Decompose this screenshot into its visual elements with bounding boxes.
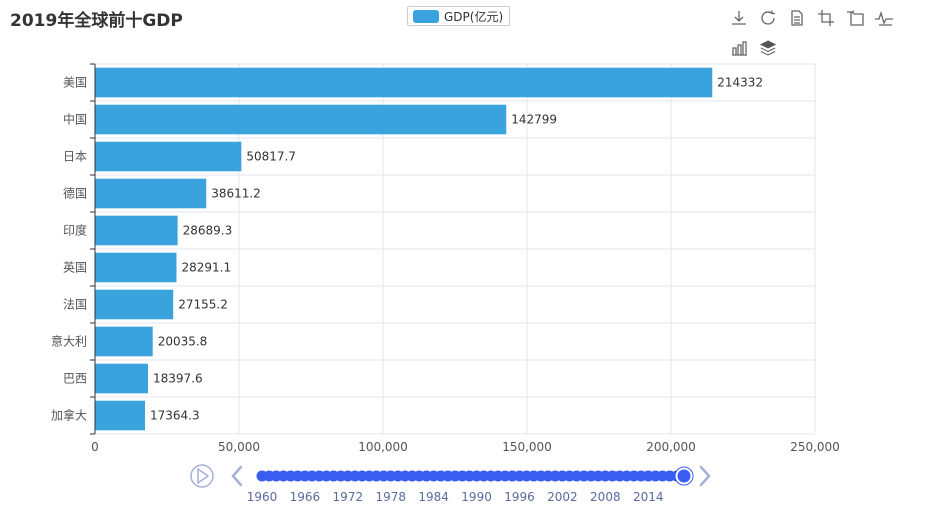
next-button[interactable] <box>699 465 711 487</box>
bar-value-label: 17364.3 <box>150 409 200 423</box>
timeline-label[interactable]: 1972 <box>333 490 364 504</box>
timeline-label[interactable]: 2014 <box>633 490 664 504</box>
bar-value-label: 214332 <box>717 76 763 90</box>
x-tick-label: 50,000 <box>218 440 260 454</box>
bar[interactable] <box>95 289 174 320</box>
stack-icon[interactable] <box>758 38 778 58</box>
bar[interactable] <box>95 141 242 172</box>
refresh-icon[interactable] <box>758 8 778 28</box>
x-tick-label: 0 <box>91 440 99 454</box>
bar-chart-icon[interactable] <box>729 38 749 58</box>
x-tick-label: 250,000 <box>790 440 840 454</box>
y-tick-label: 英国 <box>63 261 87 275</box>
prev-button[interactable] <box>231 465 243 487</box>
bar[interactable] <box>95 326 153 357</box>
y-tick-label: 日本 <box>63 150 87 164</box>
bar[interactable] <box>95 252 177 283</box>
y-tick-label: 加拿大 <box>51 408 87 423</box>
y-tick-label: 中国 <box>63 112 87 127</box>
bar-value-label: 38611.2 <box>211 187 261 201</box>
legend-label: GDP(亿元) <box>444 9 504 24</box>
download-icon[interactable] <box>729 8 749 28</box>
timeline-label[interactable]: 1960 <box>247 490 278 504</box>
bar[interactable] <box>95 363 148 394</box>
line-chart-icon[interactable] <box>874 8 894 28</box>
y-tick-label: 巴西 <box>63 372 87 386</box>
timeline-label[interactable]: 2002 <box>547 490 578 504</box>
y-tick-label: 德国 <box>63 186 87 201</box>
chart-title: 2019年全球前十GDP <box>10 11 183 31</box>
timeline-label[interactable]: 1984 <box>418 490 449 504</box>
timeline-current-handle[interactable] <box>675 467 693 485</box>
timeline-label[interactable]: 1978 <box>375 490 406 504</box>
timeline-label[interactable]: 2008 <box>590 490 621 504</box>
bar-value-label: 27155.2 <box>178 298 228 312</box>
play-button-circle <box>190 464 214 488</box>
bar-series: 214332 142799 50817.7 38611.2 28689.3 28291.1… <box>95 67 763 431</box>
x-tick-label: 200,000 <box>646 440 696 454</box>
zoom-reset-icon[interactable] <box>845 8 865 28</box>
y-tick-label: 法国 <box>63 298 87 312</box>
timeline-label[interactable]: 1996 <box>504 490 535 504</box>
timeline-label[interactable]: 1990 <box>461 490 492 504</box>
legend-swatch <box>413 9 439 23</box>
bar-value-label: 18397.6 <box>153 372 203 386</box>
legend-item-gdp[interactable]: GDP(亿元) <box>407 6 511 26</box>
bar[interactable] <box>95 67 713 98</box>
play-button[interactable] <box>190 464 214 488</box>
zoom-icon[interactable] <box>816 8 836 28</box>
bar[interactable] <box>95 400 146 431</box>
bar-value-label: 20035.8 <box>158 335 208 349</box>
data-view-icon[interactable] <box>787 8 807 28</box>
grid-lines <box>95 63 816 435</box>
timeline-current-ring <box>674 466 694 486</box>
bar[interactable] <box>95 104 507 135</box>
bar-value-label: 142799 <box>511 113 557 127</box>
bar-value-label: 50817.7 <box>246 150 296 164</box>
timeline: 1960 1966 1972 1978 1984 1990 1996 2002 2008 2014 <box>190 464 711 504</box>
y-tick-label: 美国 <box>63 76 87 90</box>
bar[interactable] <box>95 178 207 209</box>
y-tick-label: 印度 <box>63 223 87 238</box>
bar-value-label: 28689.3 <box>183 224 233 238</box>
bar[interactable] <box>95 215 178 246</box>
x-tick-label: 100,000 <box>358 440 408 454</box>
bar-value-label: 28291.1 <box>181 261 231 275</box>
timeline-label[interactable]: 1966 <box>290 490 321 504</box>
y-tick-label: 意大利 <box>51 334 87 349</box>
play-icon <box>197 468 209 484</box>
x-tick-label: 150,000 <box>502 440 552 454</box>
